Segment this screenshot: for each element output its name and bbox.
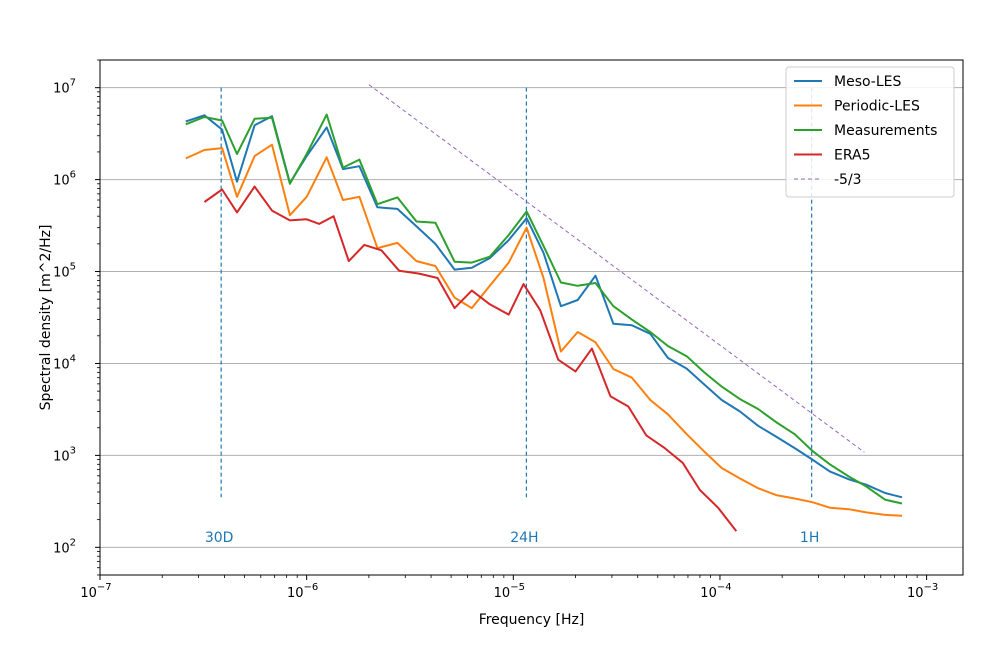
x-tick-label: 10−6 xyxy=(287,582,318,601)
y-axis-label: Spectral density [m^2/Hz] xyxy=(38,225,54,411)
x-tick-exp: −6 xyxy=(304,582,319,593)
y-tick-label: 102 xyxy=(53,537,76,556)
x-tick-base: 10 xyxy=(287,586,304,601)
vline-label-24h: 24H xyxy=(510,530,538,546)
legend-box xyxy=(785,66,955,198)
x-tick-exp: −5 xyxy=(510,582,525,593)
y-tick-exp: 3 xyxy=(70,445,76,456)
series-line-measurements xyxy=(185,113,903,505)
y-tick-exp: 7 xyxy=(70,78,76,89)
y-tick-base: 10 xyxy=(53,357,70,372)
y-tick-base: 10 xyxy=(53,541,70,556)
x-tick-label: 10−7 xyxy=(80,582,111,601)
y-tick-base: 10 xyxy=(53,449,70,464)
y-tick-exp: 4 xyxy=(70,353,76,364)
x-tick-base: 10 xyxy=(907,586,924,601)
x-tick-base: 10 xyxy=(700,586,717,601)
y-tick-label: 107 xyxy=(53,78,76,97)
vline-label-30d: 30D xyxy=(205,530,234,546)
series-line-5-3 xyxy=(368,84,865,453)
x-tick-exp: −3 xyxy=(924,582,939,593)
y-tick-label: 106 xyxy=(53,170,76,189)
y-tick-base: 10 xyxy=(53,174,70,189)
series-line-periodic-les xyxy=(185,143,903,517)
legend-label: -5/3 xyxy=(834,172,862,188)
x-tick-exp: −4 xyxy=(717,582,732,593)
x-tick-label: 10−5 xyxy=(494,582,525,601)
legend: Meso-LES Periodic-LES Measurements ERA5 -5/3 xyxy=(785,66,955,198)
series-layer xyxy=(185,84,903,532)
x-axis-label: Frequency [Hz] xyxy=(479,612,585,628)
y-tick-exp: 2 xyxy=(70,537,76,548)
plot-frame xyxy=(99,59,964,576)
x-tick-exp: −7 xyxy=(97,582,112,593)
legend-label: Meso-LES xyxy=(834,74,902,90)
legend-label: Measurements xyxy=(834,123,937,139)
y-tick-label: 105 xyxy=(53,262,76,281)
y-tick-label: 103 xyxy=(53,445,76,464)
x-tick-label: 10−3 xyxy=(907,582,938,601)
x-tick-base: 10 xyxy=(80,586,97,601)
y-tick-base: 10 xyxy=(53,82,70,97)
legend-label: Periodic-LES xyxy=(834,99,920,115)
y-tick-base: 10 xyxy=(53,266,70,281)
y-tick-exp: 6 xyxy=(70,170,76,181)
vline-label-1h: 1H xyxy=(800,530,819,546)
y-tick-label: 104 xyxy=(53,353,76,372)
vline-layer: 30D 24H 1H xyxy=(205,87,819,546)
x-tick-label: 10−4 xyxy=(700,582,731,601)
series-line-era5 xyxy=(203,185,738,532)
y-tick-exp: 5 xyxy=(70,262,76,273)
x-tick-base: 10 xyxy=(494,586,511,601)
legend-label: ERA5 xyxy=(834,148,871,164)
